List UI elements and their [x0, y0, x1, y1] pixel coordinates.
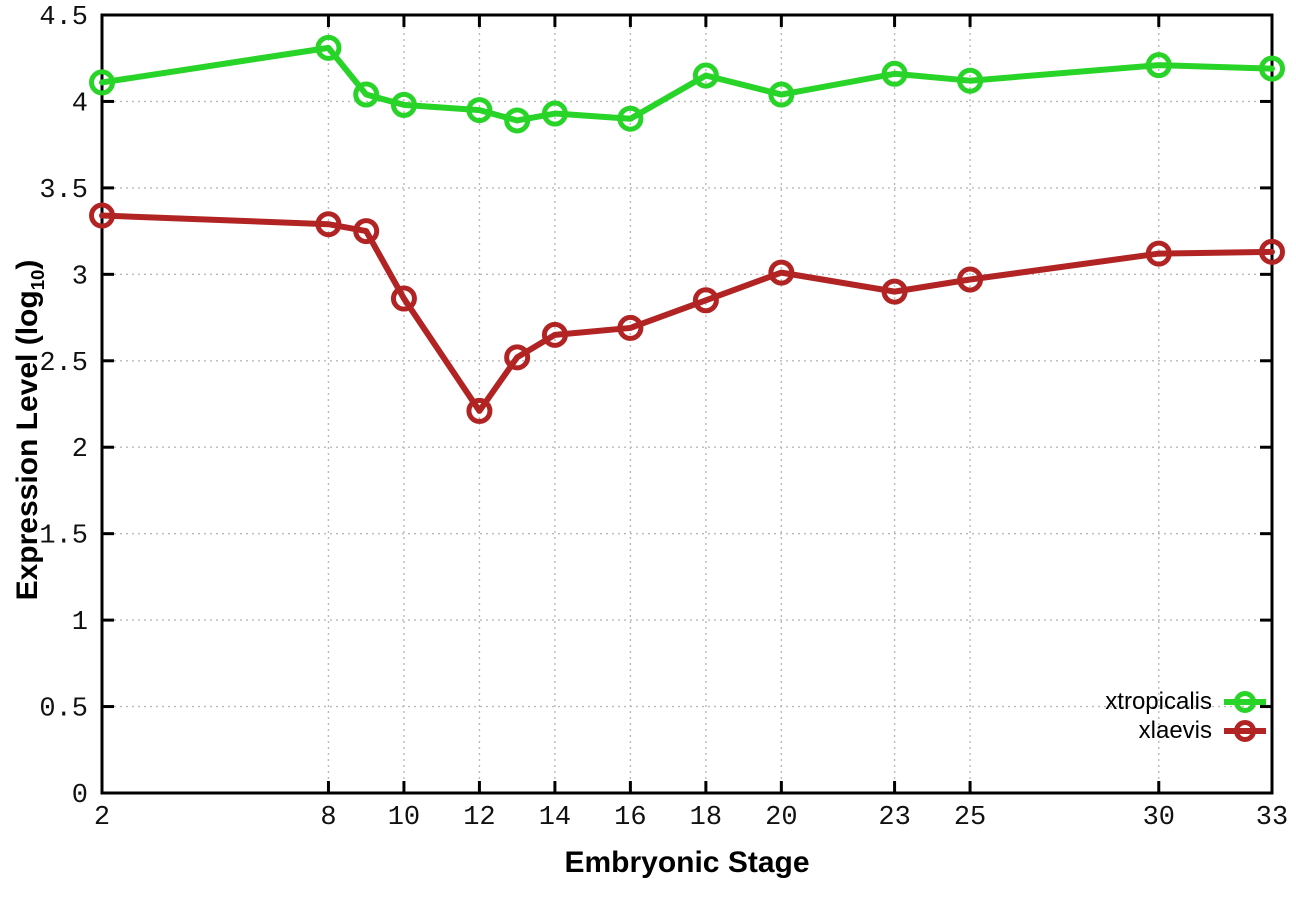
x-tick-label: 18: [690, 803, 722, 833]
marker-xlaevis: [89, 202, 115, 229]
marker-xtropicalis: [89, 69, 115, 96]
x-tick-label: 25: [954, 803, 986, 833]
marker-xtropicalis: [541, 100, 568, 127]
marker-xtropicalis: [504, 107, 531, 134]
y-tick-label: 4: [72, 89, 88, 119]
series-line-xtropicalis: [99, 44, 1275, 124]
y-tick-label: 2.5: [39, 349, 88, 379]
x-axis-title: Embryonic Stage: [564, 846, 810, 879]
x-tick-label: 2: [94, 803, 110, 833]
xtropicalis-line-marker-icon: [1224, 690, 1266, 714]
marker-xtropicalis: [692, 62, 719, 89]
marker-xtropicalis: [957, 67, 984, 94]
marker-xlaevis: [881, 278, 908, 305]
y-axis-title-close: ): [11, 259, 44, 270]
y-tick-label: 2: [72, 435, 88, 465]
marker-xtropicalis: [466, 97, 493, 124]
y-axis-title-text: Expression Level (log: [11, 290, 44, 601]
x-tick-label: 16: [614, 803, 646, 833]
marker-xtropicalis: [1145, 52, 1172, 79]
y-tick-label: 1: [72, 608, 88, 638]
xlaevis-line-marker-icon: [1224, 719, 1266, 743]
marker-xtropicalis: [315, 34, 342, 61]
marker-xlaevis: [768, 259, 795, 286]
x-tick-label: 23: [878, 803, 910, 833]
y-tick-label: 4.5: [39, 3, 88, 33]
marker-xtropicalis: [1259, 55, 1285, 82]
y-axis-title-subscript: 10: [27, 269, 48, 291]
x-tick-label: 20: [765, 803, 797, 833]
y-tick-label: 1.5: [39, 522, 88, 552]
series-line-xlaevis: [99, 212, 1275, 414]
marker-xlaevis: [353, 218, 380, 245]
marker-xlaevis: [390, 285, 417, 312]
x-tick-label: 8: [320, 803, 336, 833]
legend-item-xtropicalis: xtropicalis: [1105, 687, 1266, 716]
marker-xlaevis: [466, 397, 493, 424]
legend-label-xlaevis: xlaevis: [1138, 716, 1212, 744]
x-tick-label: 10: [388, 803, 420, 833]
marker-xtropicalis: [353, 81, 380, 108]
y-axis-title: Expression Level (log10): [11, 260, 49, 601]
marker-xlaevis: [504, 344, 531, 371]
marker-xtropicalis: [881, 60, 908, 87]
x-tick-label: 30: [1143, 803, 1175, 833]
marker-xtropicalis: [768, 81, 795, 108]
marker-xtropicalis: [390, 91, 417, 118]
marker-xlaevis: [957, 266, 984, 293]
marker-xlaevis: [692, 287, 719, 314]
marker-xlaevis: [1145, 240, 1172, 267]
y-tick-label: 0: [72, 781, 88, 811]
legend: xtropicalis xlaevis: [1105, 687, 1266, 745]
x-tick-label: 12: [463, 803, 495, 833]
plot-border: [100, 13, 1274, 795]
marker-xlaevis: [541, 321, 568, 348]
marker-xlaevis: [1259, 238, 1285, 265]
marker-xtropicalis: [617, 105, 644, 132]
legend-label-xtropicalis: xtropicalis: [1105, 687, 1212, 715]
marker-xlaevis: [315, 211, 342, 238]
marker-xlaevis: [617, 314, 644, 341]
legend-item-xlaevis: xlaevis: [1139, 716, 1266, 745]
x-tick-label: 14: [539, 803, 571, 833]
y-tick-label: 3: [72, 262, 88, 292]
y-tick-label: 3.5: [39, 176, 88, 206]
y-tick-label: 0.5: [39, 695, 88, 725]
x-tick-label: 33: [1256, 803, 1288, 833]
